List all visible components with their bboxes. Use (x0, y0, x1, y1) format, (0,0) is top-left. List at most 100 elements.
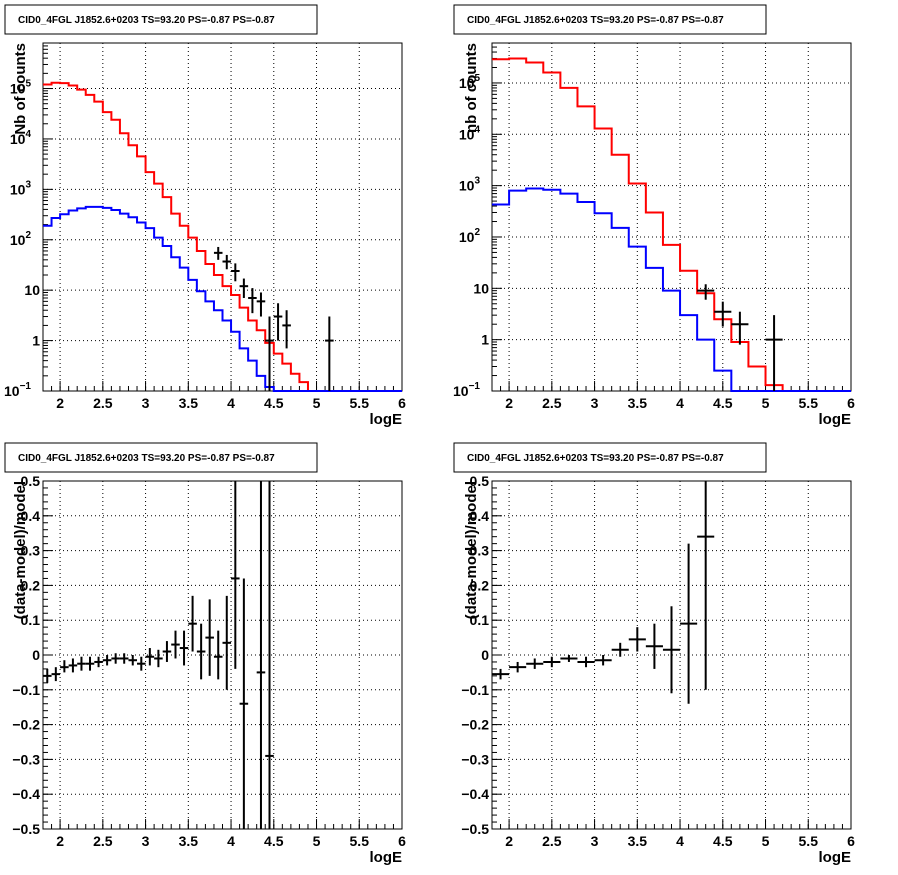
x-tick-label: 5 (313, 395, 321, 411)
data-point (188, 595, 197, 652)
data-points (697, 284, 783, 391)
x-tick-label: 6 (398, 833, 406, 849)
x-tick-label: 2.5 (542, 395, 562, 411)
data-point (273, 303, 283, 341)
y-axis-title: Nb of counts (12, 43, 29, 135)
y-tick-label: 103 (10, 179, 32, 197)
x-axis-title: logE (819, 411, 852, 428)
y-tick-label: 105 (10, 79, 32, 97)
y-tick-label: −0.2 (12, 717, 40, 733)
x-tick-label: 4.5 (713, 395, 733, 411)
x-tick-label: 5 (762, 395, 770, 411)
chart-title: CID0_4FGL J1852.6+0203 TS=93.20 PS=-0.87… (18, 15, 275, 26)
data-point (119, 653, 129, 664)
data-point (145, 648, 155, 666)
x-axis-title: logE (370, 849, 403, 866)
y-tick-label-exp: 4 (25, 129, 31, 140)
y-tick-label: 0.5 (470, 473, 490, 489)
histogram-series-1 (492, 57, 851, 392)
x-tick-label: 4.5 (713, 833, 733, 849)
data-point (154, 649, 163, 668)
data-point (171, 630, 180, 659)
data-point (205, 599, 214, 676)
x-tick-label: 6 (398, 395, 406, 411)
plot-frame (42, 480, 403, 830)
data-point (68, 658, 78, 673)
data-point (248, 288, 257, 314)
data-point (680, 543, 698, 704)
y-tick-label: −0.2 (461, 717, 489, 733)
data-point (60, 660, 69, 673)
y-tick-label: −0.4 (461, 786, 489, 802)
chart-title: CID0_4FGL J1852.6+0203 TS=93.20 PS=-0.87… (18, 453, 275, 464)
data-point (731, 311, 749, 345)
x-axis-title: logE (819, 849, 852, 866)
data-point (256, 481, 266, 829)
data-point (265, 316, 274, 391)
grid-lines (43, 43, 402, 391)
y-tick-label: 0.4 (21, 508, 41, 524)
data-point (179, 630, 189, 666)
x-tick-label: 4 (227, 395, 235, 411)
y-tick-label-base: 10 (4, 383, 20, 399)
data-point (325, 316, 334, 391)
y-tick-label: −0.1 (461, 682, 489, 698)
y-tick-label-base: 10 (459, 229, 475, 245)
y-tick-label-base: 10 (10, 81, 26, 97)
y-tick-label: −0.3 (461, 751, 489, 767)
data-point (239, 578, 249, 829)
x-tick-label: 4.5 (264, 833, 284, 849)
y-tick-label: 0.2 (470, 577, 490, 593)
x-axis-title: logE (370, 411, 403, 428)
y-tick-label: −0.1 (12, 682, 40, 698)
data-point (231, 263, 240, 282)
y-tick-label: 10 (473, 280, 489, 296)
data-point (594, 655, 612, 666)
data-point (697, 481, 715, 690)
data-point (765, 315, 783, 391)
data-point (196, 623, 206, 680)
data-point (543, 656, 561, 668)
y-tick-label-exp: 2 (474, 227, 480, 238)
data-point (222, 595, 232, 690)
x-tick-label: 4 (676, 395, 684, 411)
y-tick-label: 0 (32, 647, 40, 663)
y-tick-label: 10−1 (4, 381, 31, 399)
y-tick-label-exp: 3 (474, 176, 480, 187)
x-tick-label: 6 (847, 395, 855, 411)
data-point (128, 655, 138, 666)
x-tick-label: 5.5 (350, 833, 370, 849)
x-tick-label: 6 (847, 833, 855, 849)
histogram-series-2 (43, 205, 402, 392)
x-tick-label: 2 (505, 395, 513, 411)
data-point (256, 292, 266, 317)
y-tick-label: 10 (24, 282, 40, 298)
chart-title-box (4, 442, 318, 473)
data-point (526, 658, 544, 669)
chart-title: CID0_4FGL J1852.6+0203 TS=93.20 PS=-0.87… (467, 15, 724, 26)
x-tick-label: 3.5 (628, 833, 648, 849)
data-point (509, 661, 527, 673)
y-tick-label: 0.1 (470, 612, 490, 628)
plot-frame (491, 42, 852, 392)
data-point (492, 668, 510, 680)
plot-frame (42, 42, 403, 392)
y-tick-label-exp: −1 (469, 381, 481, 392)
y-tick-label-exp: 4 (474, 124, 480, 135)
y-tick-label: −0.5 (12, 821, 40, 837)
data-point (611, 642, 629, 657)
x-tick-label: 2.5 (93, 395, 113, 411)
data-point (94, 656, 103, 668)
y-axis-title: (data-model)/model (463, 481, 480, 619)
x-tick-label: 5.5 (350, 395, 370, 411)
histogram-series-2 (492, 187, 851, 392)
data-point (697, 284, 715, 300)
chart-title-box (4, 4, 318, 35)
y-tick-label-base: 10 (459, 126, 475, 142)
data-point (628, 627, 646, 652)
data-point (645, 623, 663, 669)
data-point (213, 246, 223, 260)
y-tick-label: 0.5 (21, 473, 41, 489)
y-tick-label: −0.5 (461, 821, 489, 837)
